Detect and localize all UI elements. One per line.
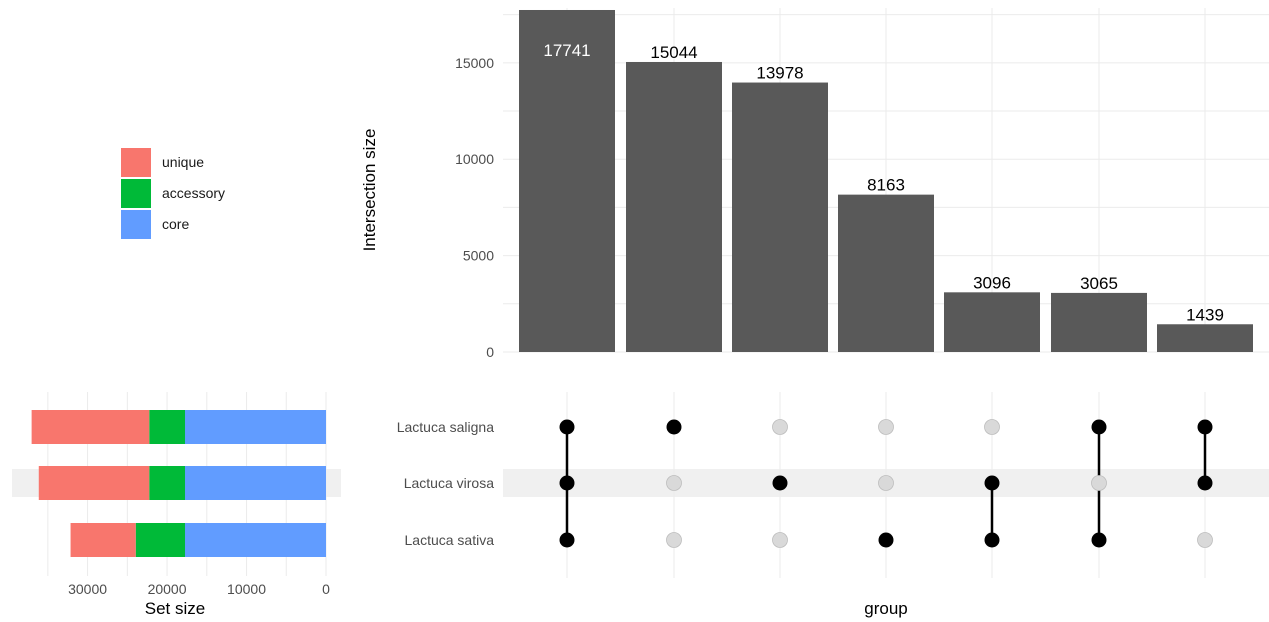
matrix-dot-active — [984, 532, 1000, 548]
matrix-dot-inactive — [772, 419, 788, 435]
bar-value-label: 15044 — [650, 43, 697, 62]
matrix-dot-inactive — [878, 419, 894, 435]
bar-value-label: 1439 — [1186, 305, 1224, 324]
matrix-dot-inactive — [984, 419, 1000, 435]
matrix-dot-inactive — [1091, 475, 1107, 491]
y-axis-title: Intersection size — [360, 129, 379, 252]
legend-label: accessory — [162, 185, 225, 201]
setsize-tick-label: 0 — [322, 581, 330, 597]
set-label: Lactuca sativa — [405, 532, 495, 548]
legend-swatch — [121, 210, 151, 239]
bar-value-label: 3096 — [973, 273, 1011, 292]
set-label: Lactuca saligna — [397, 419, 495, 435]
matrix-dot-active — [559, 475, 575, 491]
matrix-dot-active — [772, 475, 788, 491]
setsize-segment-unique — [70, 523, 136, 557]
matrix-dot-active — [1197, 419, 1213, 435]
matrix-dot-inactive — [1197, 532, 1213, 548]
bar-value-label: 17741 — [543, 41, 590, 60]
y-tick-label: 10000 — [455, 151, 494, 167]
matrix-dot-inactive — [878, 475, 894, 491]
matrix-dot-active — [1091, 532, 1107, 548]
setsize-tick-label: 10000 — [227, 581, 266, 597]
intersection-bar — [1051, 292, 1147, 352]
setsize-segment-accessory — [149, 410, 186, 444]
matrix-dot-active — [559, 532, 575, 548]
setsize-segment-core — [185, 523, 326, 557]
set-label: Lactuca virosa — [404, 475, 494, 491]
setsize-segment-unique — [31, 410, 150, 444]
intersection-bar — [838, 194, 934, 352]
legend-swatch — [121, 148, 151, 177]
matrix-dot-active — [1091, 419, 1107, 435]
setsize-segment-accessory — [149, 466, 186, 500]
setsize-segment-accessory — [135, 523, 186, 557]
x-axis-title: group — [864, 599, 907, 618]
bar-value-label: 3065 — [1080, 274, 1118, 293]
setsize-tick-label: 20000 — [148, 581, 187, 597]
setsize-segment-unique — [38, 466, 150, 500]
matrix-dot-inactive — [666, 532, 682, 548]
matrix-dot-active — [1197, 475, 1213, 491]
setsize-segment-core — [185, 410, 326, 444]
matrix-dot-active — [666, 419, 682, 435]
y-tick-label: 5000 — [463, 248, 494, 264]
y-tick-label: 15000 — [455, 55, 494, 71]
setsize-segment-core — [185, 466, 326, 500]
matrix-dot-inactive — [666, 475, 682, 491]
matrix-dot-active — [878, 532, 894, 548]
intersection-bar — [944, 292, 1040, 352]
bar-value-label: 8163 — [867, 176, 905, 195]
matrix-dot-active — [559, 419, 575, 435]
legend-label: unique — [162, 154, 204, 170]
legend-label: core — [162, 216, 189, 232]
intersection-bar — [1157, 324, 1253, 352]
setsize-tick-label: 30000 — [68, 581, 107, 597]
y-tick-label: 0 — [486, 344, 494, 360]
matrix-dot-inactive — [772, 532, 788, 548]
legend-swatch — [121, 179, 151, 208]
bar-value-label: 13978 — [756, 64, 803, 83]
setsize-axis-title: Set size — [145, 599, 205, 618]
intersection-bar — [626, 61, 722, 353]
matrix-dot-active — [984, 475, 1000, 491]
intersection-bar — [519, 9, 615, 352]
intersection-bar — [732, 82, 828, 353]
